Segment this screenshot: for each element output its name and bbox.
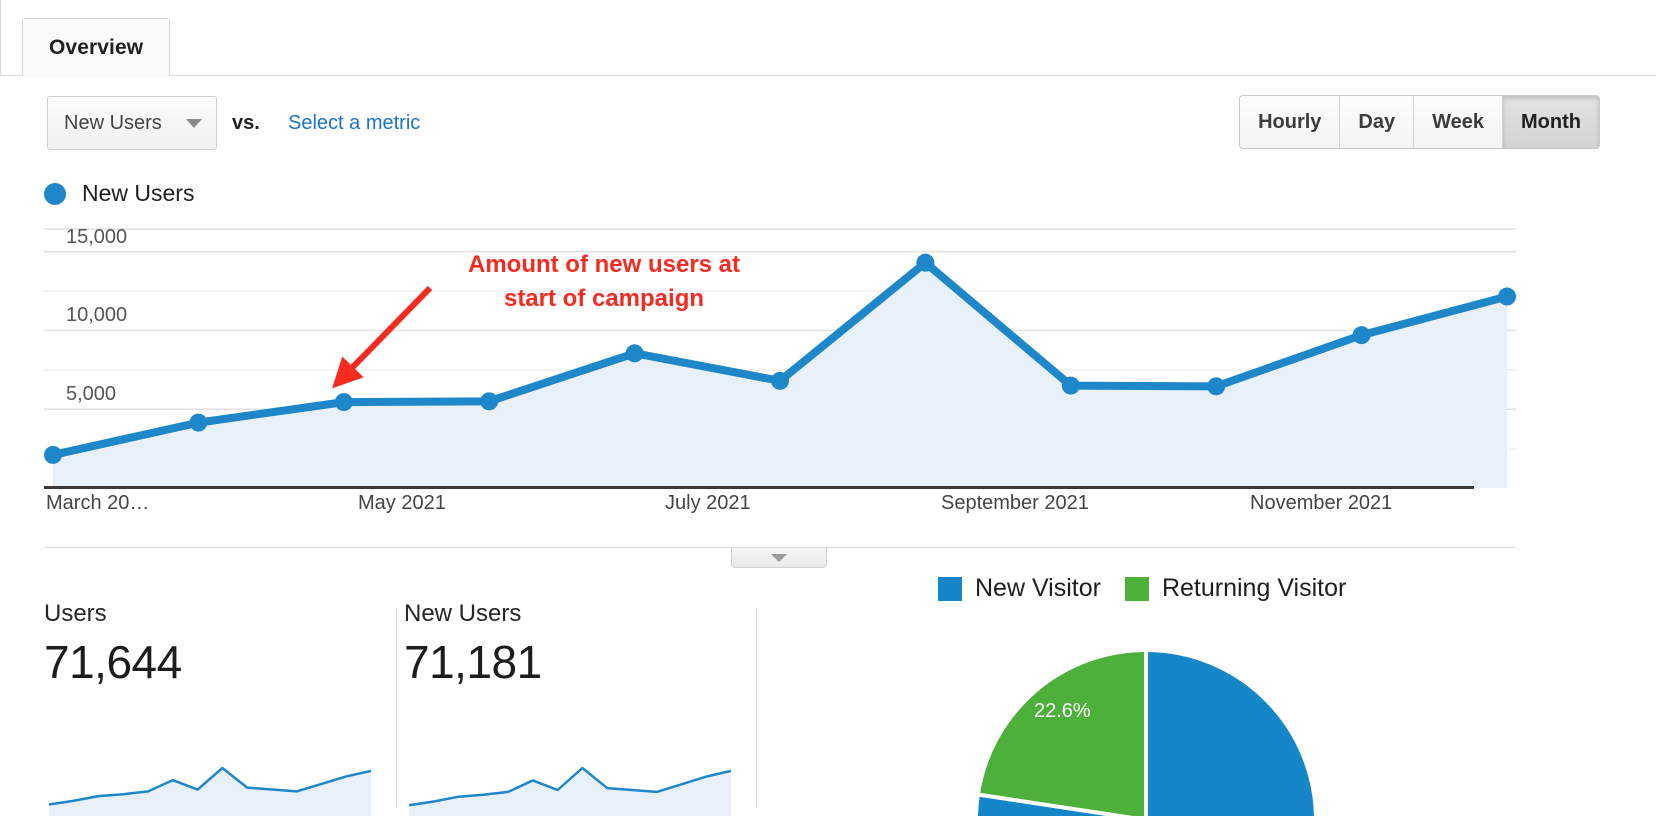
granularity-month-button[interactable]: Month <box>1503 96 1599 148</box>
pie-legend-label: Returning Visitor <box>1161 574 1347 602</box>
series-legend: New Users <box>44 180 194 207</box>
metric-card-divider <box>756 608 757 808</box>
granularity-week-button[interactable]: Week <box>1414 96 1504 148</box>
panel-left-edge <box>0 0 1 76</box>
x-axis-tick-label: July 2021 <box>665 492 751 514</box>
x-axis-tick-label: November 2021 <box>1250 492 1393 514</box>
metric-card-value: 71,181 <box>404 636 542 688</box>
pie-legend-item-returning-visitor[interactable]: Returning Visitor <box>1124 574 1347 603</box>
pie-legend: New Visitor Returning Visitor <box>938 574 1346 603</box>
pie-slice-percent-label: 22.6% <box>1034 700 1091 722</box>
tab-strip: Overview <box>0 0 1656 77</box>
chart-collapse-handle[interactable] <box>731 548 827 568</box>
pie-chart[interactable] <box>976 630 1316 816</box>
tab-overview[interactable]: Overview <box>22 18 171 77</box>
sparkline-new-users <box>409 766 731 816</box>
x-axis-tick-label: March 20… <box>46 492 150 514</box>
annotation-line-1: Amount of new users at <box>467 251 741 278</box>
metric-card-new-users[interactable]: New Users 71,181 <box>404 600 749 816</box>
pie-slice[interactable] <box>976 647 1316 816</box>
select-a-metric-link[interactable]: Select a metric <box>288 112 421 134</box>
chart-bottom-divider <box>44 547 1516 548</box>
annotation-line-2: start of campaign <box>503 285 705 313</box>
annotation-text: Amount of new users at start of campaign <box>438 248 770 316</box>
new-users-line-chart[interactable] <box>44 228 1516 488</box>
metric-card-divider <box>396 608 397 808</box>
x-axis-tick-label: September 2021 <box>941 492 1089 514</box>
y-axis-tick-label: 5,000 <box>66 383 117 406</box>
x-axis-labels: March 20… May 2021 July 2021 September 2021… <box>0 492 1656 526</box>
metric-card-users[interactable]: Users 71,644 <box>44 600 389 816</box>
pie-swatch-new-visitor <box>938 576 962 601</box>
tab-strip-divider <box>0 75 1656 76</box>
y-axis-tick-label: 15,000 <box>66 225 128 248</box>
pie-slice[interactable] <box>976 647 1148 816</box>
y-axis-tick-label: 10,000 <box>66 304 128 327</box>
granularity-hourly-button[interactable]: Hourly <box>1240 96 1341 148</box>
x-axis-tick-label: May 2021 <box>358 492 446 514</box>
chevron-down-icon <box>186 118 202 128</box>
metric-card-title: New Users <box>404 600 522 627</box>
vs-label: vs. <box>232 112 260 134</box>
metric-card-group: Users 71,644 New Users 71,181 <box>44 600 764 816</box>
metric-selector-row: New Users vs. Select a metric <box>0 76 1656 168</box>
pie-swatch-returning-visitor <box>1124 576 1149 601</box>
series-legend-label: New Users <box>82 180 195 206</box>
sparkline-users <box>49 766 371 816</box>
metric-select[interactable]: New Users <box>47 96 217 150</box>
metric-select-value: New Users <box>64 111 162 134</box>
tab-overview-label: Overview <box>49 35 144 59</box>
line-chart-canvas <box>44 228 1516 488</box>
metric-card-value: 71,644 <box>44 636 182 688</box>
granularity-day-button[interactable]: Day <box>1340 96 1415 148</box>
pie-legend-item-new-visitor[interactable]: New Visitor <box>938 574 1101 603</box>
granularity-button-group: Hourly Day Week Month <box>1239 95 1600 149</box>
new-vs-returning-pie-block: New Visitor Returning Visitor 22.6% <box>930 560 1490 816</box>
pie-legend-label: New Visitor <box>975 574 1101 602</box>
metric-card-title: Users <box>44 600 107 627</box>
chevron-down-icon <box>771 553 787 562</box>
series-color-dot <box>44 182 66 205</box>
x-axis-line <box>44 486 1474 489</box>
